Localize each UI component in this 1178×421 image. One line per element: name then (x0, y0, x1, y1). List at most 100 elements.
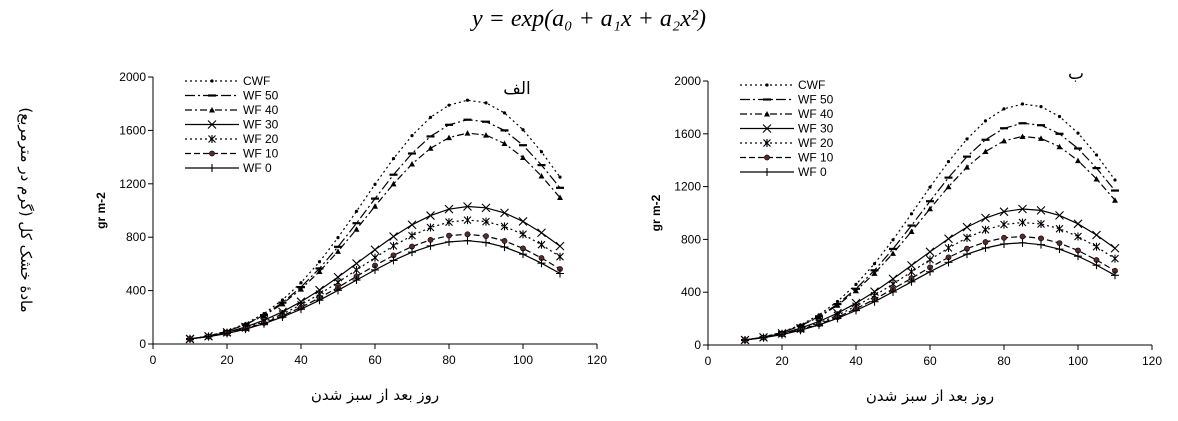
panel-2-legend-marker (763, 168, 771, 176)
panel-1-y-tick-label: 0 (139, 337, 146, 351)
panel-2-data-point (1000, 220, 1008, 229)
panel-1-data-point (352, 259, 361, 268)
panel-2-data-point (981, 225, 990, 234)
panel-2-data-point (928, 185, 932, 189)
panel-2-y-tick-label: 1600 (674, 127, 701, 141)
panel-1-data-point (481, 203, 491, 213)
panel-1-y-tick-label: 400 (126, 284, 146, 298)
panel-2-data-point (1039, 105, 1043, 109)
panel-1-data-point (223, 329, 231, 338)
panel-1-data-point (186, 334, 194, 343)
panel-1-data-point (408, 248, 416, 257)
panel-1-data-point (500, 208, 509, 218)
panel-2-series-line (744, 135, 1116, 341)
panel-2-data-point (796, 326, 805, 335)
panel-1-legend-marker (209, 107, 215, 113)
panel-1-legend-label: WF 0 (243, 161, 272, 175)
panel-1-legend-label: WF 10 (243, 147, 279, 161)
panel-1-data-point (334, 286, 342, 295)
panel-1-data-point (317, 260, 322, 264)
panel-2-data-point (962, 222, 972, 232)
panel-2-legend-marker (765, 83, 769, 87)
panel-1-data-point (390, 180, 397, 187)
panel-1-data-point (464, 231, 471, 238)
panel-2-data-point (1111, 271, 1119, 280)
panel-1-legend-label: CWF (243, 74, 270, 88)
panel-2-data-point (1002, 107, 1006, 111)
panel-2-data-point (925, 247, 935, 257)
panel-2-data-point (1018, 204, 1027, 214)
panel-1-data-point (537, 259, 546, 268)
panel-1-data-point (426, 241, 435, 250)
panel-1-data-point (483, 233, 489, 240)
panel-2-panel-label: ب (1068, 64, 1084, 84)
panel-1-y-tick-label: 1200 (119, 177, 146, 191)
panel-2-data-point (964, 164, 970, 170)
panel-2-data-point (1037, 219, 1045, 228)
panel-2-data-point (945, 183, 952, 190)
panel-1-data-point (445, 237, 453, 246)
panel-2-data-point (1018, 238, 1027, 247)
panel-1-data-point (463, 202, 472, 211)
panel-1-x-tick-label: 0 (150, 353, 157, 367)
panel-1-y-axis-title: gr m-2 (94, 192, 108, 229)
panel-2-legend-label: WF 30 (798, 122, 834, 136)
panel-2-data-point (1076, 131, 1080, 135)
panel-1-legend-label: WF 20 (243, 132, 279, 146)
panel-2-data-point (834, 302, 841, 308)
panel-1-data-point (261, 312, 267, 319)
panel-1-data-point (518, 217, 528, 226)
panel-1-data-point (408, 231, 416, 240)
panel-1-data-point (555, 241, 565, 251)
panel-1-data-point (371, 253, 379, 262)
panel-2-data-point (963, 250, 971, 259)
panel-2-data-point (1093, 175, 1100, 182)
panel-1-data-point (389, 256, 398, 265)
panel-2-data-point (909, 212, 914, 216)
panel-2-x-axis-title: روز بعد از سبز شدن (866, 387, 994, 405)
panel-2-data-point (1036, 205, 1046, 215)
panel-1-data-point (538, 173, 545, 179)
panel-1-data-point (502, 111, 507, 115)
model-equation: y = exp(a₀ + a₁x + a₂x²) (471, 6, 707, 32)
panel-2-y-tick-label: 0 (694, 338, 701, 352)
panel-2-legend-label: WF 10 (798, 151, 834, 165)
panel-1-data-point (427, 145, 434, 151)
panel-2-x-tick-label: 60 (923, 354, 937, 368)
panel-1-x-axis-title: روز بعد از سبز شدن (311, 386, 439, 404)
panel-1-data-point (371, 265, 379, 274)
panel-1-data-point (353, 226, 360, 232)
panel-1-data-point (204, 332, 213, 341)
panel-1-data-point (427, 236, 434, 243)
panel-1-data-point (500, 243, 509, 252)
panel-2-series-line (744, 221, 1116, 341)
panel-2-data-point (833, 314, 842, 323)
panel-1-x-tick-label: 120 (587, 353, 607, 367)
panel-1-data-point (389, 241, 398, 250)
panel-1-data-point (519, 250, 527, 259)
panel-1-data-point (426, 223, 435, 232)
panel-1-y-tick-label: 2000 (119, 70, 146, 84)
panel-2-data-point (890, 250, 896, 256)
panel-2-data-point (1074, 252, 1082, 261)
panel-1-data-point (445, 218, 453, 227)
panel-1-data-point (463, 236, 472, 245)
panel-2-data-point (852, 306, 860, 315)
panel-2-legend-marker (764, 154, 770, 161)
panel-1-data-point (280, 298, 285, 302)
panel-1-data-point (500, 222, 509, 231)
panel-2-data-point (1018, 218, 1027, 227)
panel-2-data-point (778, 330, 786, 339)
panel-2-data-point (907, 277, 916, 286)
panel-2-x-tick-label: 100 (1068, 354, 1088, 368)
panel-2-data-point (815, 320, 823, 329)
panel-2-x-tick-label: 120 (1142, 354, 1162, 368)
panel-2-legend-label: CWF (798, 78, 825, 92)
panel-2-data-point (891, 238, 895, 242)
panel-2-data-point (1038, 135, 1044, 141)
panel-2-data-point (981, 243, 990, 252)
panel-2-legend-label: WF 20 (798, 136, 834, 150)
panel-1-y-tick-label: 800 (126, 230, 146, 244)
panel-2-data-point (1019, 133, 1026, 139)
